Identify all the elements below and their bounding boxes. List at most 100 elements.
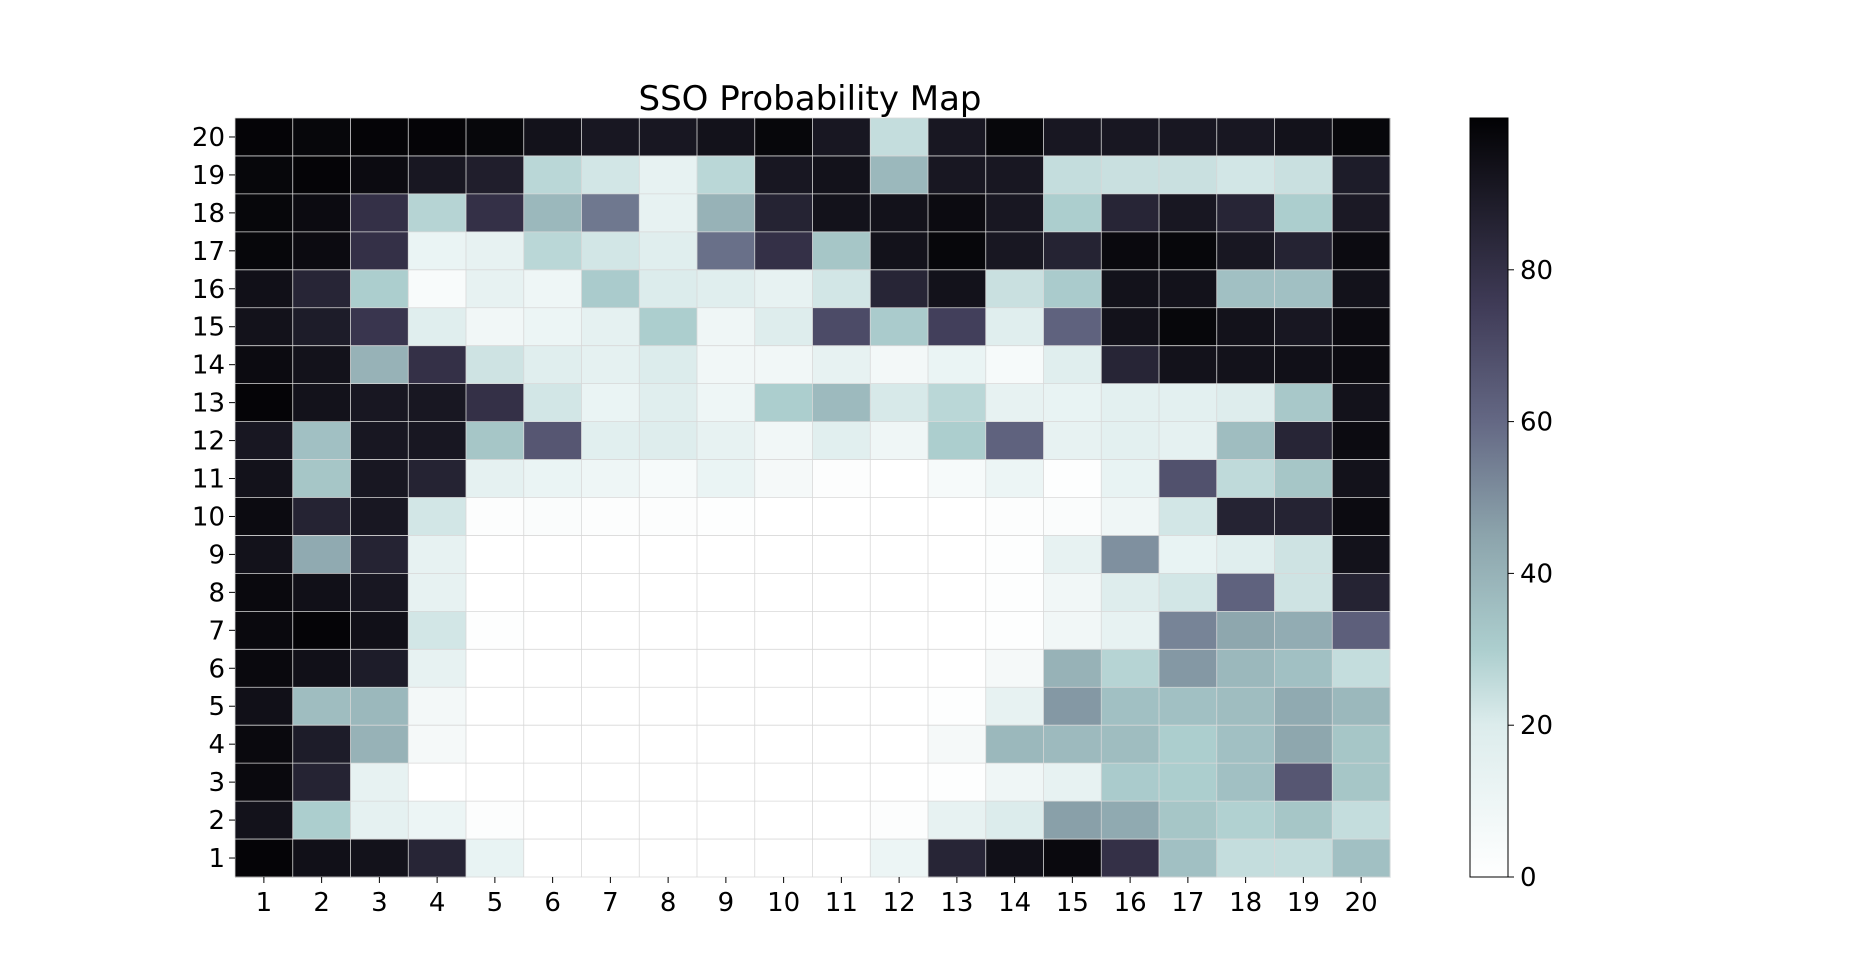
heatmap-cell (1332, 193, 1391, 233)
heatmap-cell (697, 763, 756, 802)
heatmap-cell (235, 193, 294, 233)
heatmap-cell (1101, 535, 1160, 574)
heatmap-cell (1332, 649, 1391, 688)
heatmap-cell (1101, 611, 1160, 650)
heatmap-cell (1043, 383, 1102, 423)
heatmap-cell (754, 118, 813, 157)
heatmap-cell (1101, 687, 1160, 726)
y-tick-label: 15 (192, 313, 225, 343)
heatmap-cell (1332, 839, 1391, 878)
heatmap-cell (928, 573, 987, 612)
heatmap-cell (812, 573, 871, 612)
heatmap-cell (1043, 535, 1102, 574)
heatmap-cell (1159, 687, 1218, 726)
heatmap-cell (928, 269, 987, 309)
heatmap-cell (1216, 725, 1275, 764)
heatmap-cell (1043, 155, 1102, 195)
heatmap-cell (639, 611, 698, 650)
heatmap-cell (523, 839, 582, 878)
heatmap-cell (350, 383, 409, 423)
y-tick-label: 20 (192, 123, 225, 153)
heatmap-cell (581, 345, 640, 385)
heatmap-cell (985, 118, 1044, 157)
heatmap-cell (812, 345, 871, 385)
heatmap-cell (235, 573, 294, 612)
heatmap-cell (1216, 687, 1275, 726)
heatmap-cell (1274, 649, 1333, 688)
heatmap-cell (928, 307, 987, 347)
heatmap-cell (1332, 118, 1391, 157)
heatmap-cell (466, 535, 525, 574)
heatmap-cell (292, 421, 351, 461)
x-tick-label: 10 (767, 888, 800, 918)
heatmap-cell (408, 611, 467, 650)
heatmap-cell (408, 307, 467, 347)
heatmap-cell (292, 763, 351, 802)
heatmap-cell (754, 801, 813, 840)
heatmap-cell (1159, 839, 1218, 878)
heatmap-cell (1274, 193, 1333, 233)
heatmap-cell (523, 269, 582, 309)
heatmap-cell (639, 573, 698, 612)
heatmap-cell (639, 535, 698, 574)
chart-title: SSO Probability Map (638, 79, 981, 119)
y-tick-label: 16 (192, 275, 225, 305)
heatmap-cell (1043, 193, 1102, 233)
heatmap-cell (985, 421, 1044, 461)
heatmap-cell (639, 763, 698, 802)
x-tick-label: 7 (602, 888, 619, 918)
heatmap-cell (1159, 649, 1218, 688)
heatmap-cell (408, 421, 467, 461)
heatmap-cell (1216, 459, 1275, 498)
heatmap-cell (754, 231, 813, 271)
heatmap-cell (812, 535, 871, 574)
heatmap-cell (1332, 459, 1391, 498)
heatmap-cell (1274, 611, 1333, 650)
heatmap-cell (639, 725, 698, 764)
heatmap-cell (292, 611, 351, 650)
heatmap-cell (1101, 421, 1160, 461)
heatmap-cell (985, 839, 1044, 878)
heatmap-cell (235, 839, 294, 878)
heatmap-cell (754, 649, 813, 688)
heatmap-cell (1274, 231, 1333, 271)
heatmap-cell (985, 535, 1044, 574)
heatmap-cell (292, 687, 351, 726)
colorbar-gradient (1469, 117, 1509, 878)
heatmap-cell (870, 193, 929, 233)
heatmap-cell (292, 269, 351, 309)
heatmap-cell (754, 687, 813, 726)
heatmap-cell (1274, 421, 1333, 461)
heatmap-cell (1332, 155, 1391, 195)
heatmap-cell (985, 193, 1044, 233)
heatmap-cell (292, 383, 351, 423)
heatmap-cell (350, 611, 409, 650)
heatmap-cell (985, 497, 1044, 536)
heatmap-cell (292, 497, 351, 536)
heatmap-cell (812, 383, 871, 423)
heatmap-cell (1043, 307, 1102, 347)
heatmap-cell (928, 763, 987, 802)
heatmap-cell (581, 383, 640, 423)
heatmap-cell (523, 118, 582, 157)
colorbar-tick-label: 80 (1520, 256, 1553, 286)
heatmap-cell (754, 269, 813, 309)
heatmap-cell (1159, 345, 1218, 385)
heatmap-cell (292, 231, 351, 271)
heatmap-cell (523, 725, 582, 764)
heatmap-cell (697, 611, 756, 650)
heatmap-cell (1043, 725, 1102, 764)
heatmap-cell (1332, 421, 1391, 461)
heatmap-cell (466, 459, 525, 498)
heatmap-cell (1274, 155, 1333, 195)
heatmap-cell (1332, 535, 1391, 574)
heatmap-cell (985, 649, 1044, 688)
y-tick-label: 4 (208, 730, 225, 760)
x-tick-label: 1 (256, 888, 273, 918)
heatmap-cell (1043, 231, 1102, 271)
heatmap-cell (292, 118, 351, 157)
heatmap-cell (350, 193, 409, 233)
heatmap-cell (812, 611, 871, 650)
heatmap-cell (1332, 687, 1391, 726)
heatmap-cell (1043, 611, 1102, 650)
